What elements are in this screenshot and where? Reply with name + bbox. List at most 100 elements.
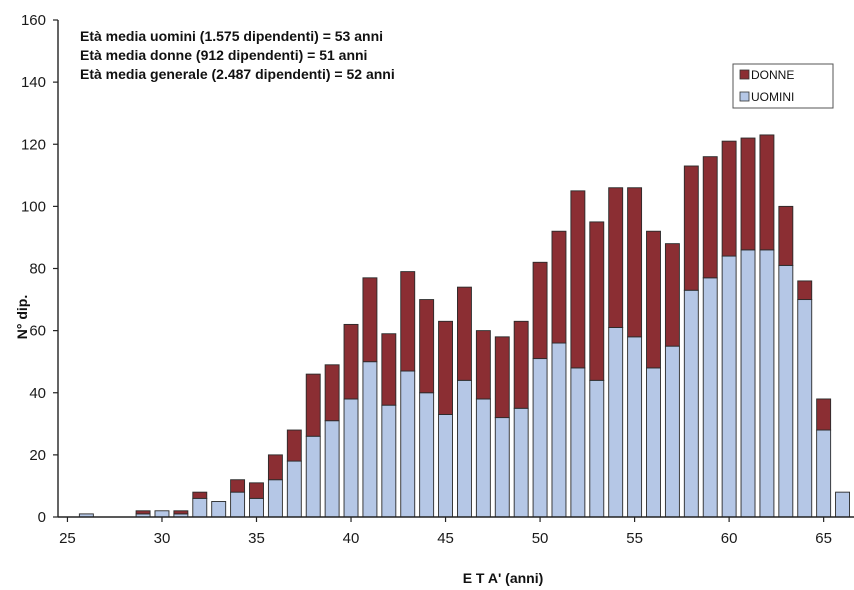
legend-label-uomini: UOMINI: [751, 90, 794, 104]
x-tick-label: 60: [721, 530, 738, 547]
bar-donne-age-55: [627, 187, 643, 338]
bar-donne-age-56: [646, 230, 661, 369]
bar-donne-age-41: [362, 277, 378, 363]
x-tick-label: 35: [248, 530, 265, 547]
bar-group: [78, 134, 850, 518]
bar-donne-age-52: [570, 190, 586, 369]
bar-donne-age-31: [173, 510, 189, 515]
bar-uomini-age-33: [211, 501, 227, 518]
bar-donne-age-62: [759, 134, 775, 251]
x-tick-label: 50: [532, 530, 549, 547]
bar-donne-age-35: [249, 482, 264, 499]
bar-uomini-age-51: [551, 342, 567, 518]
x-tick-label: 30: [154, 530, 171, 547]
bar-donne-age-34: [230, 479, 246, 493]
y-axis-ticks: 0 20 40 60 80 100 120 140 160: [21, 12, 58, 526]
bar-donne-age-45: [438, 320, 453, 415]
bar-donne-age-64: [797, 280, 813, 301]
bar-uomini-age-64: [797, 299, 813, 518]
bar-uomini-age-44: [419, 392, 435, 518]
bar-donne-age-58: [683, 165, 699, 291]
bar-uomini-age-56: [646, 367, 661, 518]
legend-box: [732, 63, 834, 109]
y-tick-label: 100: [21, 198, 46, 215]
bar-donne-age-54: [608, 187, 624, 328]
bar-donne-age-60: [721, 140, 737, 257]
y-tick-label: 160: [21, 12, 46, 29]
bar-uomini-age-54: [608, 327, 624, 518]
legend-swatch-uomini: [739, 91, 750, 102]
bar-donne-age-50: [532, 261, 548, 360]
bar-uomini-age-39: [324, 420, 340, 518]
bar-uomini-age-59: [702, 277, 718, 518]
bar-uomini-age-52: [570, 367, 586, 518]
x-tick-label: 40: [343, 530, 360, 547]
bar-uomini-age-30: [154, 510, 170, 518]
bar-uomini-age-32: [192, 497, 208, 518]
bar-donne-age-29: [135, 510, 151, 515]
bar-donne-age-46: [457, 286, 472, 381]
bar-uomini-age-53: [589, 379, 605, 518]
bar-donne-age-43: [400, 271, 416, 372]
y-tick-label: 120: [21, 136, 46, 153]
bar-donne-age-39: [324, 364, 340, 422]
bar-uomini-age-58: [683, 289, 699, 518]
legend: DONNE UOMINI: [732, 63, 834, 109]
bar-donne-age-40: [343, 323, 359, 400]
y-tick-label: 60: [29, 323, 46, 340]
bar-uomini-age-65: [816, 429, 832, 518]
bar-donne-age-38: [305, 373, 321, 437]
x-axis-label: E T A' (anni): [463, 570, 544, 586]
bar-uomini-age-55: [627, 336, 643, 518]
bar-uomini-age-46: [457, 379, 472, 518]
y-tick-label: 0: [38, 509, 46, 526]
bar-donne-age-42: [381, 333, 397, 406]
bar-uomini-age-38: [305, 435, 321, 518]
bar-uomini-age-63: [778, 264, 794, 518]
bar-donne-age-61: [740, 137, 756, 251]
bar-donne-age-63: [778, 205, 794, 266]
y-tick-label: 20: [29, 447, 46, 464]
bar-uomini-age-37: [286, 460, 302, 518]
bar-donne-age-57: [664, 243, 680, 347]
x-tick-label: 65: [815, 530, 832, 547]
y-axis-label: N° dip.: [14, 295, 30, 339]
y-tick-label: 40: [29, 385, 46, 402]
x-tick-label: 45: [437, 530, 454, 547]
bar-uomini-age-34: [230, 491, 246, 518]
bar-uomini-age-40: [343, 398, 359, 518]
bar-uomini-age-66: [835, 491, 850, 518]
legend-label-donne: DONNE: [751, 68, 794, 82]
bar-donne-age-59: [702, 156, 718, 279]
bar-uomini-age-42: [381, 404, 397, 518]
bar-uomini-age-35: [249, 497, 264, 518]
bar-donne-age-53: [589, 221, 605, 381]
bar-uomini-age-62: [759, 249, 775, 518]
y-tick-label: 140: [21, 74, 46, 91]
bar-donne-age-48: [494, 336, 510, 419]
bar-uomini-age-45: [438, 414, 453, 518]
x-tick-label: 55: [626, 530, 643, 547]
bar-uomini-age-43: [400, 370, 416, 518]
annotation-women-avg-age: Età media donne (912 dipendenti) = 51 an…: [80, 47, 367, 63]
bar-donne-age-47: [475, 330, 491, 400]
bar-uomini-age-47: [475, 398, 491, 518]
bar-uomini-age-49: [513, 407, 529, 518]
bar-uomini-age-60: [721, 255, 737, 518]
annotation-men-avg-age: Età media uomini (1.575 dipendenti) = 53…: [80, 28, 383, 44]
x-axis-ticks: 25 30 35 40 45 50 55 60 65: [59, 517, 832, 547]
legend-swatch-donne: [739, 69, 750, 80]
y-tick-label: 80: [29, 261, 46, 278]
annotation-overall-avg-age: Età media generale (2.487 dipendenti) = …: [80, 66, 395, 82]
bar-uomini-age-57: [664, 345, 680, 518]
bar-donne-age-32: [192, 491, 208, 499]
bar-donne-age-44: [419, 299, 435, 394]
bar-donne-age-49: [513, 320, 529, 409]
bar-uomini-age-48: [494, 417, 510, 518]
x-tick-label: 25: [59, 530, 76, 547]
bar-donne-age-51: [551, 230, 567, 344]
bar-uomini-age-61: [740, 249, 756, 518]
bar-uomini-age-36: [267, 479, 283, 518]
